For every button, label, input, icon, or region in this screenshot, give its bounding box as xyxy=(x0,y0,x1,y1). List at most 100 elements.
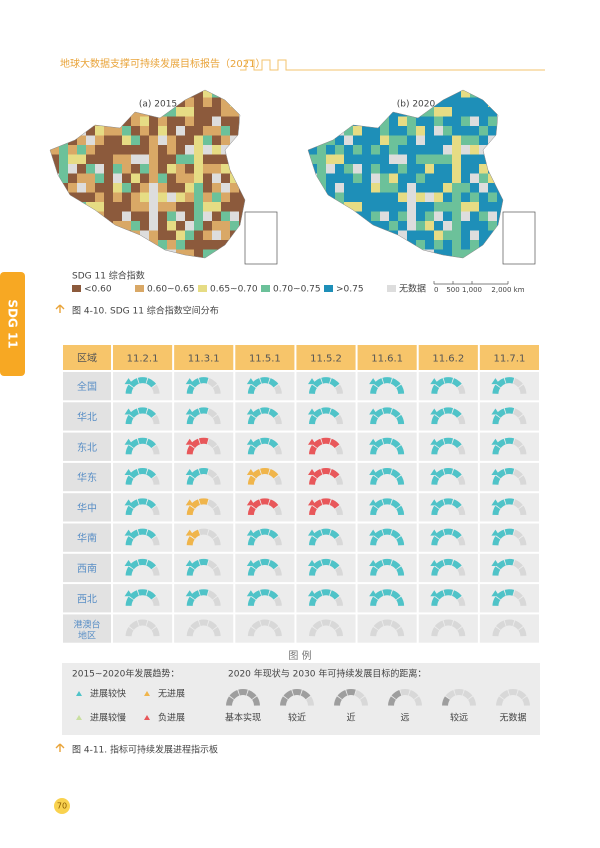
gauge-segment xyxy=(212,475,221,485)
map-region xyxy=(68,240,77,250)
figure-caption: 图 4-11. 指标可持续发展进程指示板 xyxy=(72,744,218,756)
gauge-segment-filled xyxy=(321,528,331,536)
gauge-segment xyxy=(492,626,501,637)
map-region xyxy=(122,107,131,117)
map-region xyxy=(203,221,212,231)
map-region xyxy=(452,97,461,107)
header-label: 11.7.1 xyxy=(494,354,526,365)
trend-arrow xyxy=(124,590,133,597)
trend-arrow xyxy=(185,559,194,566)
map-region xyxy=(68,145,77,155)
map-region xyxy=(362,116,371,126)
gauge-segment-filled xyxy=(198,377,209,384)
map-region xyxy=(362,135,371,145)
map-region xyxy=(185,126,194,136)
map-region xyxy=(308,240,317,250)
map-region xyxy=(167,221,176,231)
map-region xyxy=(407,135,416,145)
map-region xyxy=(434,202,443,212)
map-region xyxy=(497,116,503,126)
map-region xyxy=(308,126,317,136)
gauge-segment-filled xyxy=(390,499,401,509)
gauge-segment-filled xyxy=(186,475,195,485)
map-region xyxy=(353,240,362,250)
gauge-segment-filled xyxy=(388,696,396,706)
map-region xyxy=(113,154,122,164)
map-region xyxy=(326,107,335,117)
gauge-segment-filled xyxy=(431,505,440,516)
map-region xyxy=(185,173,194,183)
map-region xyxy=(50,221,59,231)
region-label: 华北 xyxy=(77,410,97,423)
map-region xyxy=(344,154,353,164)
map-region xyxy=(113,211,122,221)
map-region xyxy=(86,126,95,136)
trend-arrow xyxy=(369,469,378,476)
map-region xyxy=(488,126,497,136)
map-region xyxy=(122,230,131,240)
trend-arrow xyxy=(124,438,133,445)
map-region xyxy=(158,164,167,174)
map-region xyxy=(443,202,452,212)
map-region xyxy=(167,145,176,155)
gauge-segment-filled xyxy=(198,468,209,475)
gauge xyxy=(185,377,221,394)
map-region xyxy=(380,97,389,107)
map-region xyxy=(389,240,398,250)
gauge-segment-filled xyxy=(396,414,405,425)
data-cell xyxy=(235,614,295,643)
map-region xyxy=(452,107,461,117)
data-cell xyxy=(296,614,356,643)
map-region xyxy=(176,173,185,183)
map-region xyxy=(59,90,68,98)
map-region xyxy=(239,145,245,155)
gauge-segment-filled xyxy=(434,438,445,449)
south-sea-inset xyxy=(502,211,536,265)
data-cell xyxy=(357,614,417,643)
map-region xyxy=(335,183,344,193)
map-region xyxy=(95,221,104,231)
header-title: 地球大数据支撑可持续发展目标报告（2021） xyxy=(60,57,265,70)
gauge-segment-filled xyxy=(312,408,323,418)
gauge-segment-filled xyxy=(321,468,331,475)
region-cell xyxy=(63,553,111,583)
gauge-segment xyxy=(190,620,201,630)
header-label: 11.6.1 xyxy=(371,354,403,365)
map-region xyxy=(50,154,59,164)
map-region xyxy=(371,192,380,202)
map-region xyxy=(479,107,488,117)
map-region xyxy=(77,249,86,258)
gauge-segment xyxy=(457,596,466,606)
header-cell xyxy=(174,345,234,370)
china-map: (b) 2020 xyxy=(307,89,536,265)
map-region xyxy=(158,126,167,136)
map-region xyxy=(194,97,203,107)
map-region xyxy=(149,211,158,221)
map-region xyxy=(326,173,335,183)
map-region xyxy=(77,90,86,98)
map-region xyxy=(77,230,86,240)
map-region xyxy=(104,116,113,126)
trend-label: 进展较快 xyxy=(90,688,126,700)
map-region xyxy=(488,107,497,117)
map-region xyxy=(308,154,317,164)
gauge-segment-filled xyxy=(321,558,331,566)
map-region xyxy=(488,145,497,155)
map-region xyxy=(158,249,167,258)
data-cell xyxy=(357,493,417,522)
gauge-segment-filled xyxy=(137,498,148,505)
map-region xyxy=(203,249,212,258)
gauge-segment-filled xyxy=(312,559,323,570)
map-region xyxy=(308,230,317,240)
gauge xyxy=(430,498,466,516)
map-region xyxy=(122,211,131,221)
gauge-segment-filled xyxy=(390,408,401,418)
map-region xyxy=(50,135,59,145)
map-region xyxy=(95,183,104,193)
map-region xyxy=(50,173,59,183)
gauge-segment-filled xyxy=(443,498,454,505)
map-region xyxy=(185,164,194,174)
map-region xyxy=(389,249,398,258)
map-region xyxy=(86,97,95,107)
